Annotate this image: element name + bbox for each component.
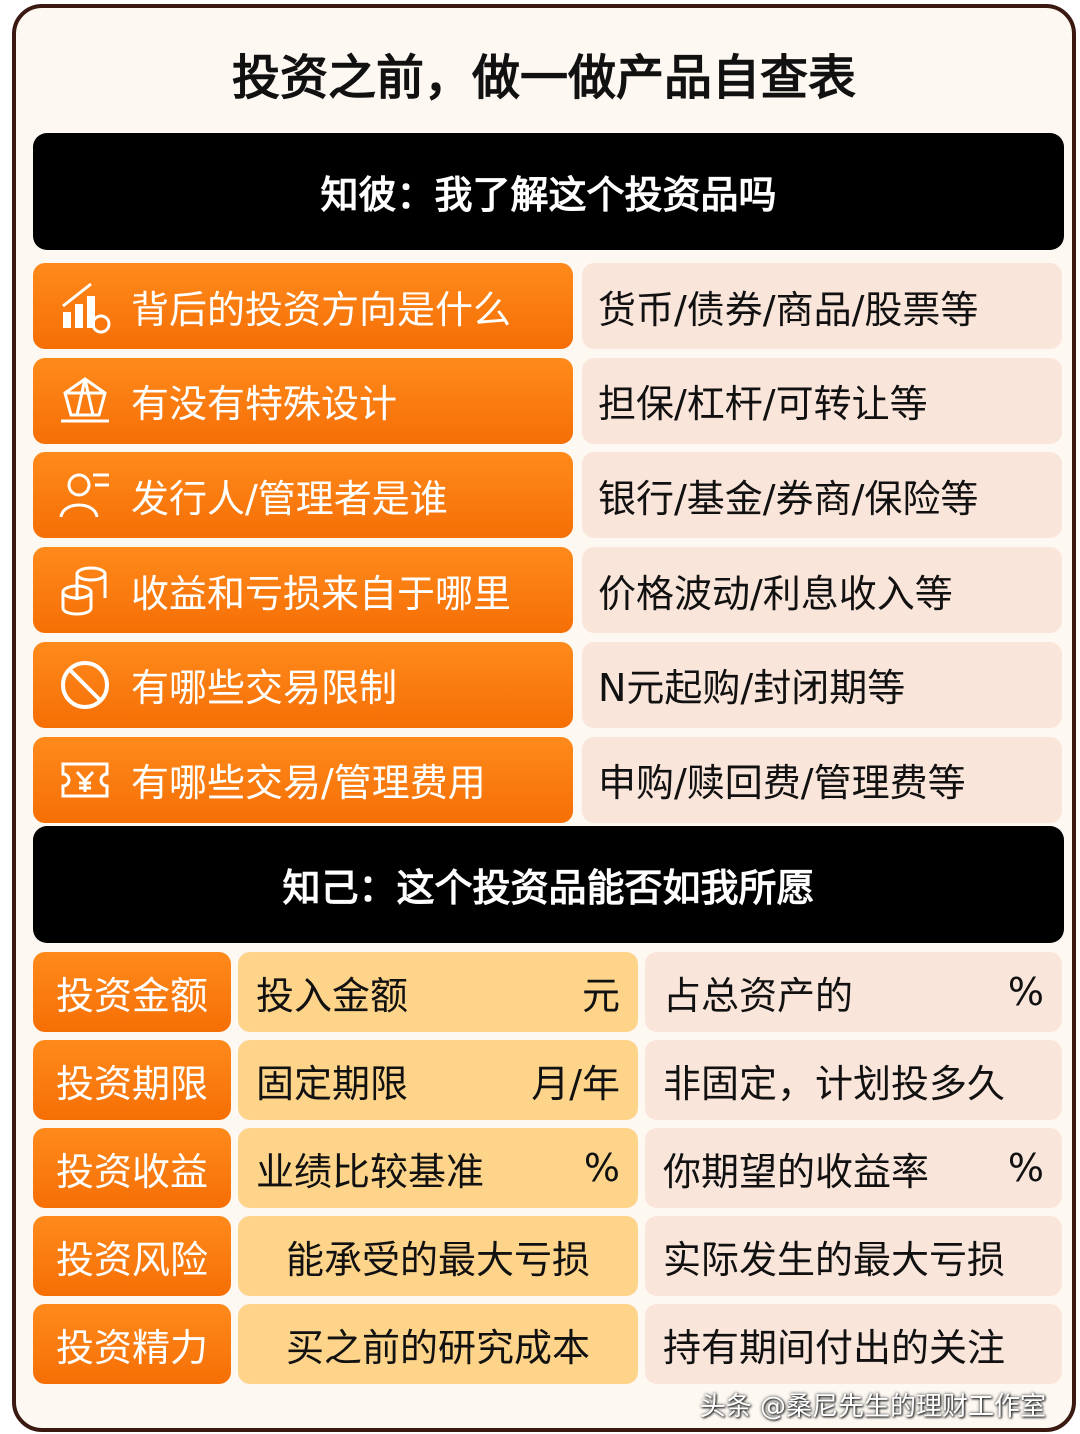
watermark: 头条 @桑尼先生的理财工作室 (699, 1392, 1046, 1422)
question-cell: 有没有特殊设计 (33, 357, 573, 444)
category-cell: 投资收益 (33, 1128, 231, 1208)
answer-text: 担保/杠杆/可转让等 (598, 382, 928, 427)
product-cell: 能承受的最大亏损 (238, 1216, 638, 1296)
question-cell: 收益和亏损来自于哪里 (33, 547, 573, 634)
question-cell: 有哪些交易限制 (33, 641, 573, 728)
question-cell: 有哪些交易/管理费用 (33, 736, 573, 823)
answer-cell: 担保/杠杆/可转让等 (582, 357, 1062, 444)
section2-header: 知己：这个投资品能否如我所愿 (33, 826, 1064, 943)
question-cell: 背后的投资方向是什么 (33, 263, 573, 349)
product-text: 买之前的研究成本 (285, 1325, 590, 1370)
answer-text: 货币/债券/商品/股票等 (598, 287, 979, 332)
product-text: 能承受的最大亏损 (285, 1237, 590, 1282)
question-cell: 发行人/管理者是谁 (33, 452, 573, 539)
coins-icon (61, 566, 107, 616)
unit-text: % (1007, 1146, 1044, 1190)
answer-text: 价格波动/利息收入等 (598, 571, 953, 616)
product-cell: 固定期限 月/年 (238, 1040, 638, 1120)
product-text: 业绩比较基准 (256, 1149, 485, 1194)
product-text: 投入金额 (256, 973, 409, 1018)
product-cell: 投入金额 元 (238, 952, 638, 1032)
checklist-card: 投资之前，做一做产品自查表 知彼：我了解这个投资品吗 背后的投资方向是什么 货币… (12, 4, 1076, 1432)
unit-text: % (1007, 970, 1044, 1014)
self-text: 实际发生的最大亏损 (663, 1237, 1006, 1282)
question-text: 收益和亏损来自于哪里 (131, 571, 512, 616)
answer-text: N元起购/封闭期等 (598, 666, 906, 711)
self-text: 你期望的收益率 (663, 1149, 930, 1194)
self-cell: 实际发生的最大亏损 (645, 1216, 1062, 1296)
self-cell: 非固定，计划投多久 (645, 1040, 1062, 1120)
self-text: 持有期间付出的关注 (663, 1325, 1006, 1370)
question-text: 发行人/管理者是谁 (131, 476, 448, 521)
category-label: 投资精力 (55, 1325, 208, 1370)
product-cell: 买之前的研究成本 (238, 1304, 638, 1384)
product-cell: 业绩比较基准% (238, 1128, 638, 1208)
answer-cell: 申购/赎回费/管理费等 (582, 736, 1062, 823)
question-text: 有哪些交易/管理费用 (131, 761, 486, 805)
person-icon (59, 473, 109, 518)
product-text: 固定期限 (256, 1061, 409, 1106)
answer-cell: 货币/债券/商品/股票等 (582, 263, 1062, 349)
self-text: 占总资产的 (663, 973, 854, 1018)
category-cell: 投资金额 (33, 952, 231, 1032)
page-title: 投资之前，做一做产品自查表 (231, 50, 856, 106)
answer-cell: 价格波动/利息收入等 (582, 547, 1062, 634)
category-cell: 投资期限 (33, 1040, 231, 1120)
answer-text: 银行/基金/券商/保险等 (598, 476, 979, 521)
category-label: 投资期限 (55, 1061, 208, 1106)
diamond-icon (61, 376, 109, 423)
section1-header: 知彼：我了解这个投资品吗 (33, 133, 1064, 250)
category-label: 投资收益 (55, 1149, 208, 1194)
yuan-ticket-icon (61, 762, 109, 797)
unit-text: % (583, 1146, 620, 1190)
question-text: 背后的投资方向是什么 (131, 287, 512, 332)
category-cell: 投资精力 (33, 1304, 231, 1384)
unit-text: 月/年 (531, 1061, 620, 1106)
chart-growth-icon (62, 282, 111, 334)
self-text: 非固定，计划投多久 (663, 1061, 1006, 1106)
category-label: 投资金额 (55, 973, 208, 1018)
category-label: 投资风险 (55, 1237, 208, 1282)
prohibited-icon (61, 660, 109, 709)
answer-cell: N元起购/封闭期等 (582, 641, 1062, 728)
question-text: 有哪些交易限制 (131, 666, 398, 711)
self-cell: 持有期间付出的关注 (645, 1304, 1062, 1384)
answer-text: 申购/赎回费/管理费等 (598, 761, 966, 805)
self-cell: 你期望的收益率% (645, 1128, 1062, 1208)
unit-text: 元 (581, 973, 620, 1018)
self-cell: 占总资产的% (645, 952, 1062, 1032)
answer-cell: 银行/基金/券商/保险等 (582, 452, 1062, 539)
category-cell: 投资风险 (33, 1216, 231, 1296)
question-text: 有没有特殊设计 (131, 382, 398, 427)
